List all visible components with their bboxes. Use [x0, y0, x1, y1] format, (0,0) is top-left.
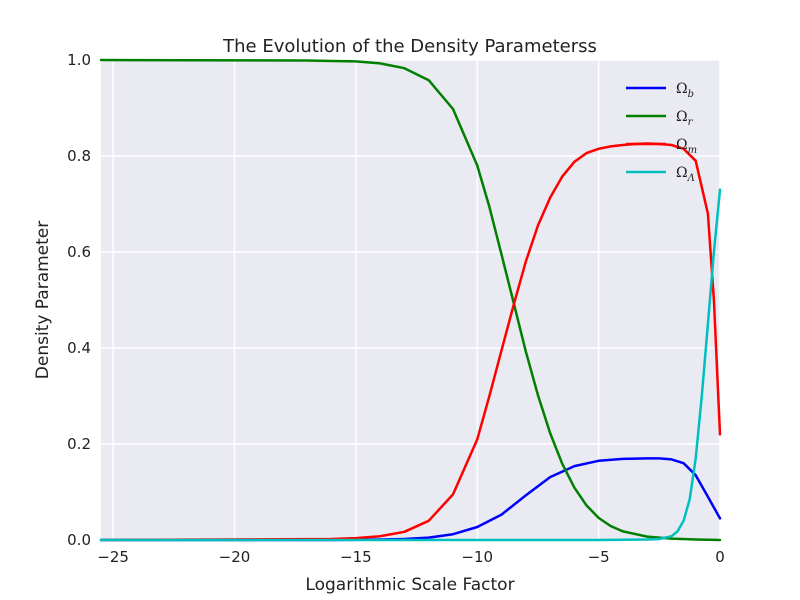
- series-line-r: [99, 58, 722, 542]
- legend-label-main: Ω: [676, 81, 688, 97]
- legend-label-main: Ω: [676, 109, 688, 125]
- y-tick-label: 0.6: [67, 243, 91, 261]
- y-tick-labels: 0.0 0.2 0.4 0.6 0.8 1.0: [67, 51, 91, 549]
- y-tick-label: 1.0: [67, 51, 91, 69]
- x-tick-label: −5: [588, 548, 610, 566]
- legend-label-sub: b: [688, 89, 694, 100]
- legend-label: Ωm: [676, 137, 697, 156]
- legend-label-sub: m: [688, 145, 697, 156]
- legend-label: Ωr: [676, 109, 694, 128]
- series-line-m: [99, 142, 722, 542]
- legend-label: Ωb: [676, 81, 694, 100]
- legend-label-sub: Λ: [687, 173, 695, 184]
- legend-label: ΩΛ: [676, 165, 695, 184]
- legend-label-main: Ω: [676, 165, 688, 181]
- series-line-Λ: [99, 188, 722, 542]
- x-tick-label: −10: [461, 548, 493, 566]
- chart-title: The Evolution of the Density Parameterss: [222, 36, 597, 57]
- plot-background: [101, 60, 720, 540]
- y-axis-label: Density Parameter: [33, 221, 53, 379]
- y-tick-label: 0.0: [67, 531, 91, 549]
- x-tick-label: −25: [97, 548, 129, 566]
- x-tick-label: 0: [715, 548, 725, 566]
- legend-label-sub: r: [688, 117, 694, 128]
- x-tick-label: −20: [219, 548, 251, 566]
- x-axis-label: Logarithmic Scale Factor: [305, 575, 514, 595]
- x-tick-label: −15: [340, 548, 372, 566]
- y-tick-label: 0.8: [67, 147, 91, 165]
- y-tick-label: 0.2: [67, 435, 91, 453]
- legend-label-main: Ω: [676, 137, 688, 153]
- x-tick-labels: −25 −20 −15 −10 −5 0: [97, 548, 724, 566]
- y-tick-label: 0.4: [67, 339, 91, 357]
- series-lines: [99, 58, 722, 542]
